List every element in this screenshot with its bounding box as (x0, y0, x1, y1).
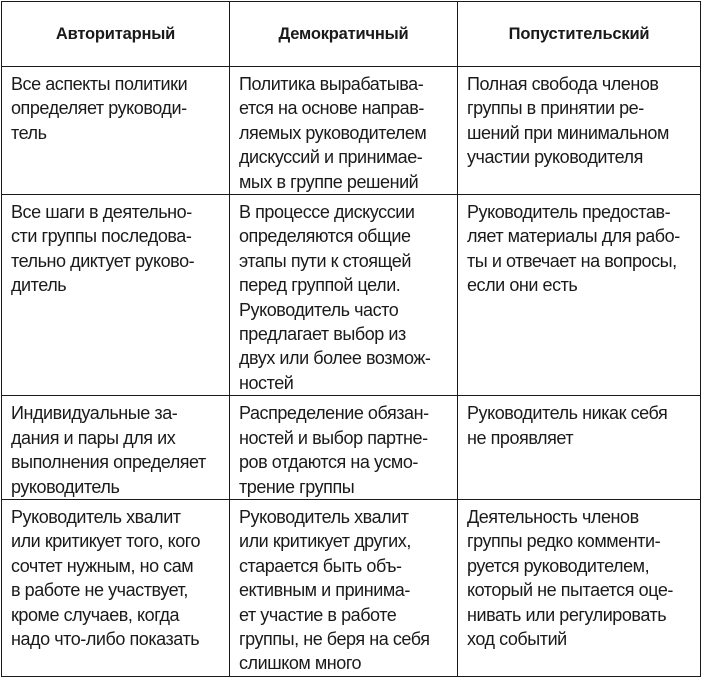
header-row: Авторитарный Демократичный Попустительск… (1, 1, 701, 67)
table-cell: В процессе дискуссии определяются общие … (229, 194, 458, 397)
table-cell: Индивидуальные за- дания и пары для их в… (1, 395, 230, 500)
table-cell: Руководитель хвалит или критикует того, … (1, 498, 230, 677)
table-row: Индивидуальные за- дания и пары для их в… (1, 395, 701, 500)
header-democratic: Демократичный (229, 1, 458, 67)
header-authoritarian: Авторитарный (1, 1, 230, 67)
table-cell: Политика вырабатыва- ется на основе напр… (229, 65, 458, 196)
table-cell: Деятельность членов группы редко коммент… (457, 498, 701, 677)
table-cell: Руководитель предостав- ляет материалы д… (457, 194, 701, 397)
table-cell: Все аспекты политики определяет руководи… (1, 65, 230, 196)
table-row: Все аспекты политики определяет руководи… (1, 65, 701, 196)
table-cell: Руководитель хвалит или критикует других… (229, 498, 458, 677)
table-row: Все шаги в деятельно- сти группы последо… (1, 194, 701, 397)
table-cell: Все шаги в деятельно- сти группы последо… (1, 194, 230, 397)
table-cell: Руководитель никак себя не проявляет (457, 395, 701, 500)
table-cell: Полная свобода членов группы в принятии … (457, 65, 701, 196)
table-row: Руководитель хвалит или критикует того, … (1, 498, 701, 677)
table-cell: Распределение обязан- ностей и выбор пар… (229, 395, 458, 500)
header-permissive: Попустительский (457, 1, 701, 67)
